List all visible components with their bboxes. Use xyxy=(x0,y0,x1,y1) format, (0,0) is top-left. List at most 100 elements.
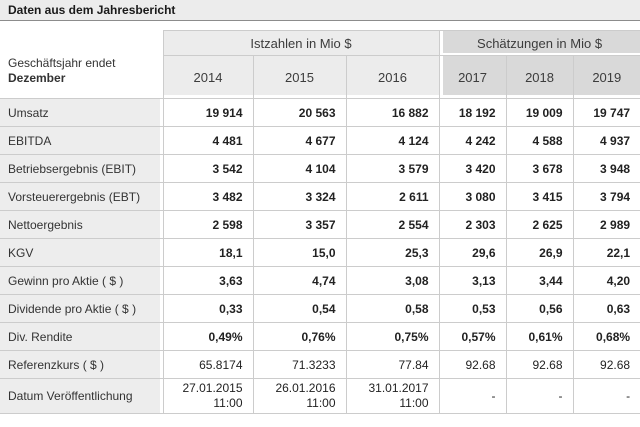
row-label: Nettoergebnis xyxy=(0,210,164,239)
value-cell: 0,57% xyxy=(438,322,507,351)
value-cell: 3,44 xyxy=(505,266,574,295)
value-cell: 18,1 xyxy=(162,238,254,267)
value-cell: 2 303 xyxy=(438,210,507,239)
value-cell: 0,49% xyxy=(162,322,254,351)
value-cell: 3 482 xyxy=(162,182,254,211)
value-cell: 4,74 xyxy=(252,266,347,295)
table-row: Referenzkurs ( $ ) 65.8174 71.3233 77.84 92.… xyxy=(0,350,640,379)
table-row: Gewinn pro Aktie ( $ ) 3,63 4,74 3,08 3,13 3,… xyxy=(0,266,640,295)
row-label: Gewinn pro Aktie ( $ ) xyxy=(0,266,164,295)
value-cell: 2 611 xyxy=(345,182,440,211)
value-cell: 19 009 xyxy=(505,98,574,127)
table-row: Nettoergebnis 2 598 3 357 2 554 2 303 2 625 2 … xyxy=(0,210,640,239)
value-cell: 22,1 xyxy=(572,238,640,267)
table-row: EBITDA 4 481 4 677 4 124 4 242 4 588 4 937 xyxy=(0,126,640,155)
value-cell: 29,6 xyxy=(438,238,507,267)
value-cell: 2 598 xyxy=(162,210,254,239)
year-header-2015: 2015 xyxy=(252,55,347,99)
value-cell: 20 563 xyxy=(252,98,347,127)
table-row: Vorsteuerergebnis (EBT) 3 482 3 324 2 611 3 … xyxy=(0,182,640,211)
year-header-row: 2014 2015 2016 2017 2018 2019 xyxy=(0,55,640,99)
year-header-2017: 2017 xyxy=(438,55,507,99)
value-cell: 3 080 xyxy=(438,182,507,211)
value-cell: 2 625 xyxy=(505,210,574,239)
value-cell: 3 357 xyxy=(252,210,347,239)
row-label: Betriebsergebnis (EBIT) xyxy=(0,154,164,183)
value-cell: 4 242 xyxy=(438,126,507,155)
row-label: Div. Rendite xyxy=(0,322,164,351)
value-cell: 18 192 xyxy=(438,98,507,127)
year-header-2018: 2018 xyxy=(505,55,574,99)
value-cell: 26.01.2016 11:00 xyxy=(252,378,347,414)
value-cell: 2 554 xyxy=(345,210,440,239)
row-label: Umsatz xyxy=(0,98,164,127)
value-cell: 4 588 xyxy=(505,126,574,155)
row-label: KGV xyxy=(0,238,164,267)
table-row: Umsatz 19 914 20 563 16 882 18 192 19 009 19 7… xyxy=(0,98,640,127)
row-label: Referenzkurs ( $ ) xyxy=(0,350,164,379)
value-cell: 3 420 xyxy=(438,154,507,183)
value-cell: 4 937 xyxy=(572,126,640,155)
value-cell: 0,58 xyxy=(345,294,440,323)
value-cell: 0,33 xyxy=(162,294,254,323)
value-cell: 3 678 xyxy=(505,154,574,183)
value-cell: 26,9 xyxy=(505,238,574,267)
table-row: Div. Rendite 0,49% 0,76% 0,75% 0,57% 0,61% 0,6… xyxy=(0,322,640,351)
value-cell: 2 989 xyxy=(572,210,640,239)
value-cell: 0,56 xyxy=(505,294,574,323)
fiscal-year-header-line2: Dezember xyxy=(8,71,66,86)
value-cell: 92.68 xyxy=(438,350,507,379)
value-cell: 0,61% xyxy=(505,322,574,351)
row-label: Vorsteuerergebnis (EBT) xyxy=(0,182,164,211)
value-cell: 27.01.2015 11:00 xyxy=(162,378,254,414)
row-label: Dividende pro Aktie ( $ ) xyxy=(0,294,164,323)
value-cell: 4,20 xyxy=(572,266,640,295)
value-cell: 3 579 xyxy=(345,154,440,183)
value-cell: 19 747 xyxy=(572,98,640,127)
value-cell: 92.68 xyxy=(505,350,574,379)
value-cell: 15,0 xyxy=(252,238,347,267)
value-cell: 3 415 xyxy=(505,182,574,211)
financial-data-table: Geschäftsjahr endet Dezember Istzahlen i… xyxy=(0,30,640,414)
value-cell: 4 481 xyxy=(162,126,254,155)
value-cell: 92.68 xyxy=(572,350,640,379)
value-cell: 25,3 xyxy=(345,238,440,267)
value-cell: 0,54 xyxy=(252,294,347,323)
value-cell: 3,13 xyxy=(438,266,507,295)
value-cell: 4 104 xyxy=(252,154,347,183)
value-cell: 0,53 xyxy=(438,294,507,323)
year-header-2019: 2019 xyxy=(572,55,640,99)
value-cell: 0,76% xyxy=(252,322,347,351)
value-cell: 3 542 xyxy=(162,154,254,183)
value-cell: - xyxy=(438,378,507,414)
value-cell: 31.01.2017 11:00 xyxy=(345,378,440,414)
row-label: EBITDA xyxy=(0,126,164,155)
fiscal-year-header-line1: Geschäftsjahr endet xyxy=(8,56,116,71)
group-header-estimates: Schätzungen in Mio $ xyxy=(438,30,640,56)
panel-title: Daten aus dem Jahresbericht xyxy=(0,0,640,21)
title-gap xyxy=(0,21,640,30)
table-row: Datum Veröffentlichung 27.01.2015 11:00 26.… xyxy=(0,378,640,414)
value-cell: 4 124 xyxy=(345,126,440,155)
value-cell: 3 794 xyxy=(572,182,640,211)
value-cell: 0,63 xyxy=(572,294,640,323)
value-cell: 65.8174 xyxy=(162,350,254,379)
table-row: Betriebsergebnis (EBIT) 3 542 4 104 3 579 3 … xyxy=(0,154,640,183)
value-cell: 3,63 xyxy=(162,266,254,295)
value-cell: 3 948 xyxy=(572,154,640,183)
value-cell: 3,08 xyxy=(345,266,440,295)
table-row: KGV 18,1 15,0 25,3 29,6 26,9 22,1 xyxy=(0,238,640,267)
value-cell: 3 324 xyxy=(252,182,347,211)
year-header-2014: 2014 xyxy=(162,55,254,99)
year-header-2016: 2016 xyxy=(345,55,440,99)
value-cell: 16 882 xyxy=(345,98,440,127)
value-cell: - xyxy=(572,378,640,414)
value-cell: 77.84 xyxy=(345,350,440,379)
group-header-actuals: Istzahlen in Mio $ xyxy=(162,30,440,56)
fiscal-year-header: Geschäftsjahr endet Dezember xyxy=(0,30,164,99)
value-cell: 0,68% xyxy=(572,322,640,351)
table-row: Dividende pro Aktie ( $ ) 0,33 0,54 0,58 0,5… xyxy=(0,294,640,323)
value-cell: - xyxy=(505,378,574,414)
value-cell: 19 914 xyxy=(162,98,254,127)
